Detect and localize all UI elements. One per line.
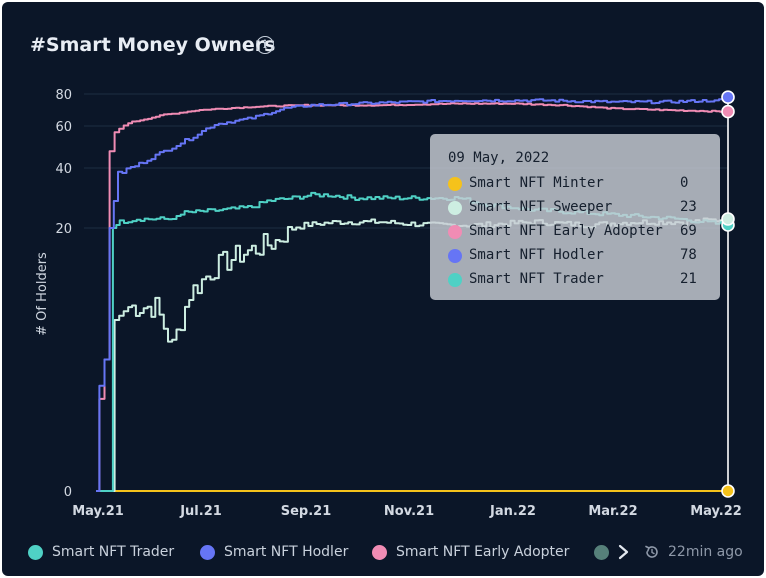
legend-label: Smart NFT Early Adopter xyxy=(396,544,570,560)
tooltip-dot xyxy=(448,201,462,215)
tooltip-series-name: Smart NFT Early Adopter xyxy=(469,223,663,239)
clock-refresh-icon[interactable] xyxy=(644,544,660,560)
series-line xyxy=(96,102,729,492)
x-tick-label: Jul.21 xyxy=(179,504,222,519)
x-tick-label: Jan.22 xyxy=(489,504,536,519)
legend-dot xyxy=(372,545,387,560)
hover-point xyxy=(721,90,735,104)
tooltip-series-name: Smart NFT Trader xyxy=(469,271,604,287)
updated-text: 22min ago xyxy=(668,544,743,560)
series-line xyxy=(96,97,729,492)
tooltip-date: 09 May, 2022 xyxy=(448,150,550,166)
chart-title: #Smart Money Owners xyxy=(30,34,276,56)
legend-dot xyxy=(594,545,609,560)
hover-point xyxy=(721,104,735,119)
chart-legend: Smart NFT Trader Smart NFT Hodler Smart … xyxy=(2,540,764,566)
y-tick-label: 40 xyxy=(55,162,72,177)
tooltip-dot xyxy=(448,249,462,263)
tooltip-dot xyxy=(448,177,462,191)
x-tick-label: May.22 xyxy=(690,504,742,519)
y-tick-label: 60 xyxy=(55,120,72,135)
tooltip-series-value: 21 xyxy=(680,271,697,287)
legend-dot xyxy=(28,545,43,560)
tooltip-series-name: Smart NFT Sweeper xyxy=(469,199,613,215)
legend-item-partial[interactable] xyxy=(594,540,610,566)
tooltip-series-name: Smart NFT Hodler xyxy=(469,247,604,263)
tooltip-series-value: 78 xyxy=(680,247,697,263)
legend-label: Smart NFT Hodler xyxy=(224,544,349,560)
x-tick-label: Mar.22 xyxy=(588,504,637,519)
tooltip-series-value: 0 xyxy=(680,175,689,191)
tooltip-dot xyxy=(448,225,462,239)
tooltip-row: Smart NFT Minter 0 xyxy=(448,174,710,196)
hover-point xyxy=(721,212,735,226)
last-updated: 22min ago xyxy=(644,540,764,566)
y-tick-label: 80 xyxy=(55,88,72,103)
chart-tooltip: 09 May, 2022 Smart NFT Minter 0 Smart NF… xyxy=(430,134,720,300)
y-tick-label: 0 xyxy=(64,485,72,500)
x-tick-label: Sep.21 xyxy=(281,504,332,519)
info-icon[interactable]: i xyxy=(256,36,274,54)
x-tick-label: May.21 xyxy=(72,504,124,519)
y-tick-label: 20 xyxy=(55,222,72,237)
tooltip-row: Smart NFT Early Adopter 69 xyxy=(448,222,710,244)
y-axis-label: # Of Holders xyxy=(35,252,50,336)
tooltip-row: Smart NFT Hodler 78 xyxy=(448,246,710,268)
chevron-right-icon[interactable] xyxy=(614,540,640,566)
tooltip-dot xyxy=(448,273,462,287)
tooltip-row: Smart NFT Trader 21 xyxy=(448,270,710,292)
tooltip-series-value: 23 xyxy=(680,199,697,215)
tooltip-series-name: Smart NFT Minter xyxy=(469,175,604,191)
hover-point xyxy=(721,484,735,498)
tooltip-row: Smart NFT Sweeper 23 xyxy=(448,198,710,220)
legend-dot xyxy=(200,545,215,560)
legend-label: Smart NFT Trader xyxy=(52,544,175,560)
x-tick-label: Nov.21 xyxy=(384,504,434,519)
tooltip-series-value: 69 xyxy=(680,223,697,239)
